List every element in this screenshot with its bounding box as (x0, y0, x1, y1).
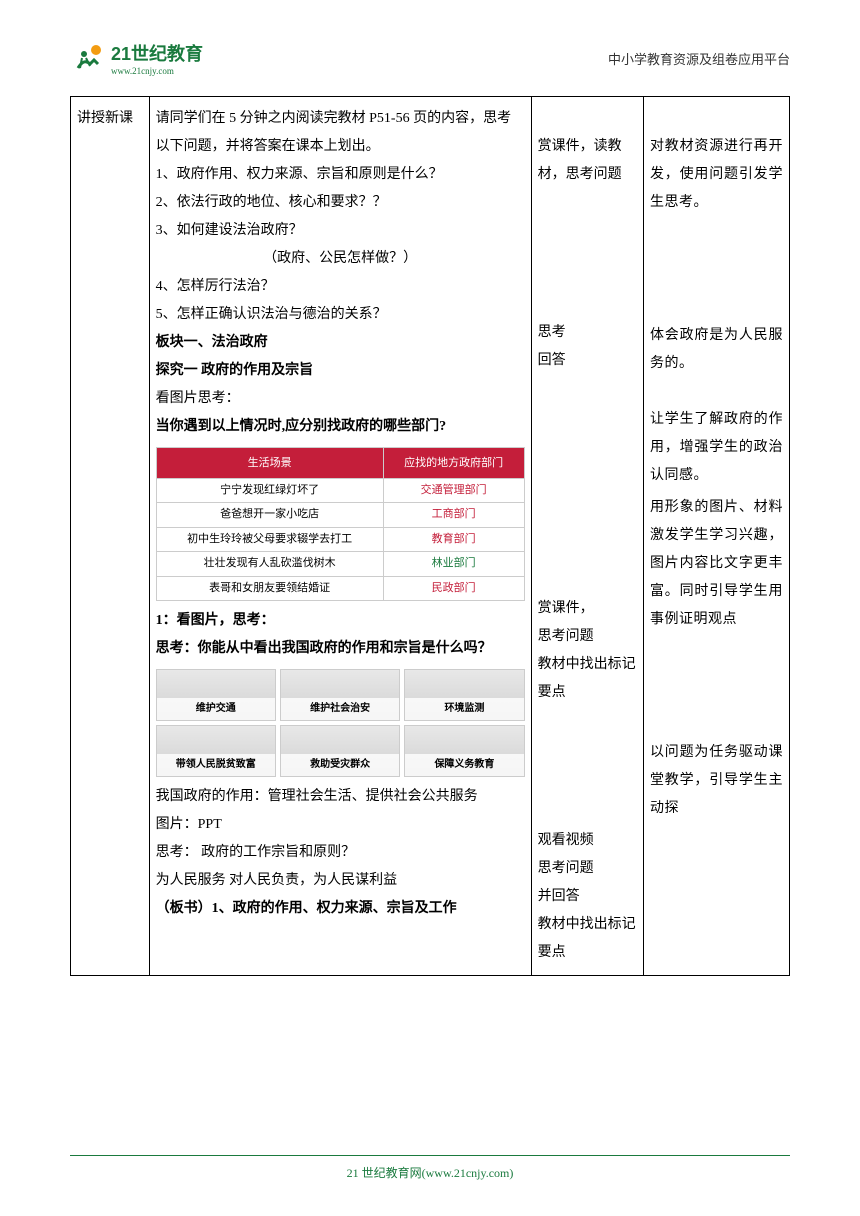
scenario-cell: 爸爸想开一家小吃店 (156, 503, 383, 527)
see-image-text: 看图片思考： (156, 385, 525, 413)
dept-cell: 民政部门 (383, 576, 524, 600)
lesson-table: 讲授新课 请同学们在 5 分钟之内阅读完教材 P51-56 页的内容，思考以下问… (70, 96, 790, 976)
activity-1: 赏课件，读教材，思考问题 (538, 133, 637, 189)
activity-3: 回答 (538, 347, 637, 375)
board-text: （板书）1、政府的作用、权力来源、宗旨及工作 (156, 895, 525, 923)
img-cell-4: 带领人民脱贫致富 (156, 725, 276, 777)
purpose-5: 以问题为任务驱动课堂教学，引导学生主动探 (650, 739, 783, 823)
question-5: 5、怎样正确认识法治与德治的关系？ (156, 301, 525, 329)
answer-text: 为人民服务 对人民负责，为人民谋利益 (156, 867, 525, 895)
header-right-text: 中小学教育资源及组卷应用平台 (608, 49, 790, 68)
activity-cell: 赏课件，读教材，思考问题 思考 回答 赏课件， 思考问题 教材中找出标记要点 观… (531, 97, 643, 976)
question-3-sub: （政府、公民怎样做？） (156, 245, 525, 273)
situation-question: 当你遇到以上情况时,应分别找政府的哪些部门? (156, 413, 525, 441)
activity-6: 教材中找出标记要点 (538, 651, 637, 707)
purpose-3: 让学生了解政府的作用，增强学生的政治认同感。 (650, 406, 783, 490)
dept-cell: 林业部门 (383, 552, 524, 576)
img-cell-5: 救助受灾群众 (280, 725, 400, 777)
scenario-cell: 初中生玲玲被父母要求辍学去打工 (156, 527, 383, 551)
gov-role-text: 我国政府的作用：管理社会生活、提供社会公共服务 (156, 783, 525, 811)
activity-8: 思考问题 (538, 855, 637, 883)
logo-text: 21世纪教育 www.21cnjy.com (111, 40, 203, 76)
img-cell-1: 维护交通 (156, 669, 276, 721)
purpose-2: 体会政府是为人民服务的。 (650, 322, 783, 378)
scenario-cell: 宁宁发现红绿灯坏了 (156, 479, 383, 503)
scenario-header-2: 应找的地方政府部门 (383, 448, 524, 479)
inquiry-1-title: 探究一 政府的作用及宗旨 (156, 357, 525, 385)
purpose-1: 对教材资源进行再开发，使用问题引发学生思考。 (650, 133, 783, 217)
activity-7: 观看视频 (538, 827, 637, 855)
img-ppt-text: 图片：PPT (156, 811, 525, 839)
question-3: 3、如何建设法治政府？ (156, 217, 525, 245)
image-grid: 维护交通 维护社会治安 环境监测 带领人民脱贫致富 救助受灾群众 保障义务教育 (156, 669, 525, 777)
page-header: 21世纪教育 www.21cnjy.com 中小学教育资源及组卷应用平台 (70, 40, 790, 76)
activity-4: 赏课件， (538, 595, 637, 623)
intro-text: 请同学们在 5 分钟之内阅读完教材 P51-56 页的内容，思考以下问题，并将答… (156, 105, 525, 161)
activity-2: 思考 (538, 319, 637, 347)
logo: 21世纪教育 www.21cnjy.com (70, 40, 203, 76)
dept-cell: 工商部门 (383, 503, 524, 527)
question-4: 4、怎样厉行法治？ (156, 273, 525, 301)
img-cell-3: 环境监测 (404, 669, 524, 721)
dept-cell: 交通管理部门 (383, 479, 524, 503)
purpose-4: 用形象的图片、材料激发学生学习兴趣，图片内容比文字更丰富。同时引导学生用事例证明… (650, 494, 783, 634)
num1-text: 1：看图片，思考： (156, 607, 525, 635)
scenario-cell: 壮壮发现有人乱砍滥伐树木 (156, 552, 383, 576)
activity-10: 教材中找出标记要点 (538, 911, 637, 967)
img-cell-2: 维护社会治安 (280, 669, 400, 721)
activity-5: 思考问题 (538, 623, 637, 651)
scenario-header-1: 生活场景 (156, 448, 383, 479)
activity-9: 并回答 (538, 883, 637, 911)
question-1: 1、政府作用、权力来源、宗旨和原则是什么？ (156, 161, 525, 189)
question-2: 2、依法行政的地位、核心和要求？？ (156, 189, 525, 217)
logo-url-text: www.21cnjy.com (111, 66, 203, 76)
page-footer: 21 世纪教育网(www.21cnjy.com) (70, 1155, 790, 1181)
dept-cell: 教育部门 (383, 527, 524, 551)
logo-icon (70, 40, 106, 76)
logo-main-text: 21世纪教育 (111, 40, 203, 66)
content-cell: 请同学们在 5 分钟之内阅读完教材 P51-56 页的内容，思考以下问题，并将答… (149, 97, 531, 976)
think2-text: 思考： 政府的工作宗旨和原则？ (156, 839, 525, 867)
img-cell-6: 保障义务教育 (404, 725, 524, 777)
section-1-title: 板块一、法治政府 (156, 329, 525, 357)
purpose-cell: 对教材资源进行再开发，使用问题引发学生思考。 体会政府是为人民服务的。 让学生了… (643, 97, 789, 976)
think-question: 思考：你能从中看出我国政府的作用和宗旨是什么吗？ (156, 635, 525, 663)
scenario-cell: 表哥和女朋友要领结婚证 (156, 576, 383, 600)
scenario-table: 生活场景 应找的地方政府部门 宁宁发现红绿灯坏了交通管理部门 爸爸想开一家小吃店… (156, 447, 525, 601)
stage-cell: 讲授新课 (71, 97, 150, 976)
